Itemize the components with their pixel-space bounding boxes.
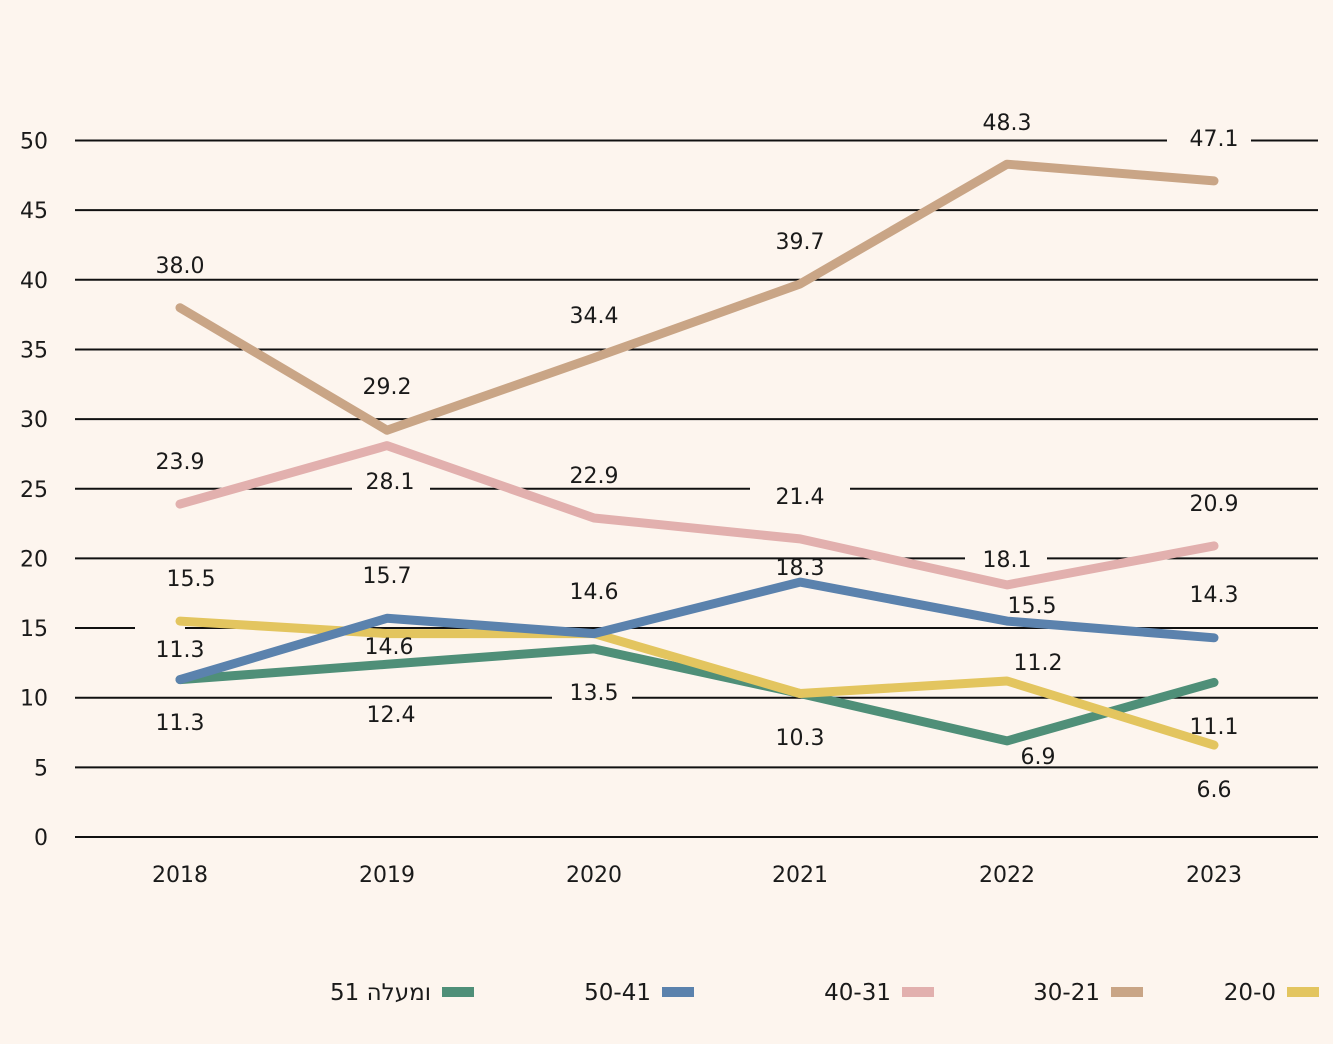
legend-label: 30-21 (1033, 980, 1100, 1006)
x-tick-label: 2022 (979, 863, 1035, 888)
data-labels: 38.0 29.2 34.4 39.7 48.3 47.1 23.9 28.1 22.9 21.4… (156, 111, 1239, 803)
legend-swatch (1111, 987, 1143, 997)
data-label: 10.3 (776, 726, 825, 751)
data-label: 6.6 (1197, 778, 1232, 803)
data-label: 15.7 (363, 564, 412, 589)
data-label: 15.5 (167, 567, 216, 592)
legend-swatch (662, 987, 694, 997)
data-label: 29.2 (363, 375, 412, 400)
x-axis: 2018 2019 2020 2021 2022 2023 (152, 863, 1242, 888)
data-label: 14.6 (365, 635, 414, 660)
data-label: 21.4 (776, 485, 825, 510)
x-tick-label: 2021 (772, 863, 828, 888)
series-line (175, 577, 1219, 685)
series-line (175, 644, 1219, 746)
data-label: 12.4 (367, 703, 416, 728)
y-tick-label: 5 (34, 756, 48, 781)
label-halo (1167, 123, 1251, 153)
legend-label: 40-31 (824, 980, 891, 1006)
data-label: 14.3 (1190, 583, 1239, 608)
x-tick-label: 2023 (1186, 863, 1242, 888)
data-label: 18.3 (776, 556, 825, 581)
y-tick-label: 35 (20, 338, 48, 363)
data-label: 23.9 (156, 450, 205, 475)
data-label: 47.1 (1190, 127, 1239, 152)
y-tick-label: 30 (20, 408, 48, 433)
data-label: 13.5 (570, 681, 619, 706)
label-halo (552, 686, 632, 712)
series-line (175, 159, 1219, 435)
data-label: 11.2 (1014, 651, 1063, 676)
y-tick-label: 0 (34, 826, 48, 851)
data-label: 11.3 (156, 638, 205, 663)
data-label: 20.9 (1190, 492, 1239, 517)
y-tick-label: 50 (20, 130, 48, 155)
label-halo (352, 469, 430, 497)
legend-label: 51 ומעלה (330, 980, 431, 1006)
x-tick-label: 2019 (359, 863, 415, 888)
data-label: 11.1 (1190, 715, 1239, 740)
legend: 51 ומעלה 50-41 40-31 30-21 20-0 (330, 980, 1319, 1006)
y-tick-label: 10 (20, 687, 48, 712)
legend-swatch (1287, 987, 1319, 997)
legend-swatch (442, 987, 474, 997)
x-tick-label: 2020 (566, 863, 622, 888)
data-label: 6.9 (1021, 745, 1056, 770)
data-label: 38.0 (156, 254, 205, 279)
data-label: 14.6 (570, 580, 619, 605)
y-tick-label: 45 (20, 199, 48, 224)
gridlines (75, 123, 1318, 838)
data-label: 15.5 (1008, 594, 1057, 619)
data-label: 28.1 (366, 470, 415, 495)
data-label: 18.1 (983, 548, 1032, 573)
data-label: 34.4 (570, 304, 619, 329)
y-tick-label: 20 (20, 547, 48, 572)
data-label: 22.9 (570, 464, 619, 489)
series-line (175, 441, 1219, 590)
data-label: 48.3 (983, 111, 1032, 136)
data-label: 11.3 (156, 711, 205, 736)
y-tick-label: 40 (20, 269, 48, 294)
legend-label: 50-41 (584, 980, 651, 1006)
y-tick-label: 25 (20, 478, 48, 503)
legend-label: 20-0 (1224, 980, 1276, 1006)
data-label: 39.7 (776, 230, 825, 255)
x-tick-label: 2018 (152, 863, 208, 888)
label-halo (750, 482, 850, 510)
y-tick-label: 15 (20, 617, 48, 642)
series-lines (175, 159, 1219, 750)
label-halo (965, 545, 1047, 573)
legend-swatch (902, 987, 934, 997)
y-axis: 0 5 10 15 20 25 30 35 40 45 50 (20, 130, 48, 852)
